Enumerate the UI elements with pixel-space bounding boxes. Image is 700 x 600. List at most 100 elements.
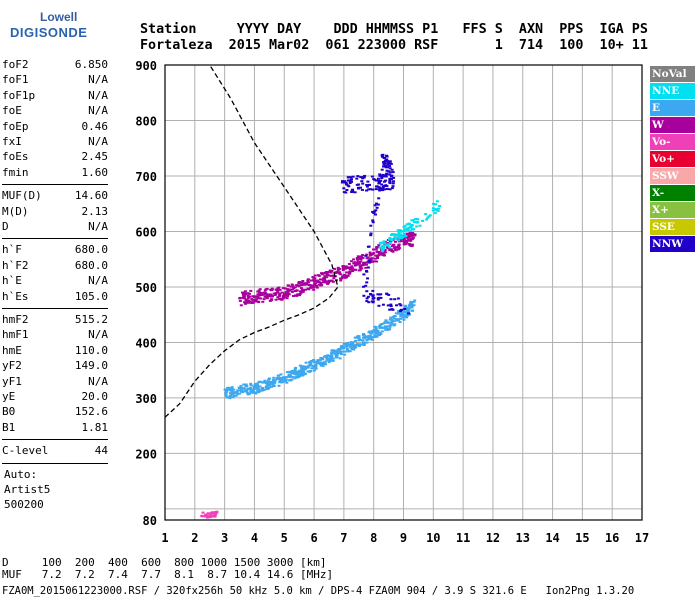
echo-point-e [400, 314, 403, 317]
echo-point-e [401, 316, 405, 319]
echo-point-nnw [383, 188, 387, 191]
echo-point-nnw [376, 177, 380, 180]
echo-point-nne [390, 233, 393, 236]
echo-point-e [225, 396, 229, 399]
echo-point-w [313, 279, 317, 282]
echo-point-e [310, 367, 314, 370]
echo-point-w [299, 287, 303, 290]
echo-point-e [239, 384, 243, 387]
echo-point-e [310, 364, 314, 367]
echo-point-nne [383, 244, 387, 247]
echo-point-w [361, 254, 365, 256]
echo-point-e [337, 351, 341, 354]
echo-point-e [291, 376, 295, 378]
echo-point-e [362, 336, 365, 339]
echo-point-w [325, 276, 329, 279]
echo-point-nnw [383, 165, 387, 168]
echo-point-e [402, 314, 406, 317]
distance-row: D 100 200 400 600 800 1000 1500 3000 [km… [2, 556, 327, 569]
echo-point-w [365, 263, 368, 266]
param-row-g2-0: MUF(D) 14.60 [2, 189, 108, 203]
grid-lines [164, 64, 643, 521]
echo-point-w [257, 290, 261, 293]
echo-point-e [373, 336, 377, 338]
echo-point-e [278, 377, 282, 379]
echo-point-w [288, 288, 291, 291]
echo-point-e [365, 341, 369, 344]
echo-point-nnw [373, 204, 377, 207]
echo-point-nnw [390, 178, 393, 180]
echo-point-e [224, 389, 228, 392]
echo-point-w [361, 264, 365, 266]
echo-point-e [261, 381, 265, 384]
echo-point-e [345, 347, 349, 350]
echo-point-e [346, 344, 350, 347]
echo-point-nnw [388, 182, 392, 185]
echo-point-w [274, 288, 278, 291]
echo-point-nnw [365, 184, 369, 186]
echo-point-e [254, 382, 258, 385]
echo-point-e [300, 367, 304, 370]
echo-point-w [383, 254, 386, 257]
echo-point-nne [397, 230, 401, 233]
echo-point-e [394, 318, 398, 321]
echo-point-w [356, 258, 359, 261]
echo-point-w [287, 284, 290, 287]
echo-point-e [246, 387, 250, 390]
echo-point-e [330, 352, 334, 355]
echo-point-nnw [374, 213, 377, 216]
echo-point-nnw [388, 165, 392, 168]
echo-point-nnw [388, 180, 392, 183]
echo-point-e [271, 379, 275, 381]
echo-point-e [388, 324, 392, 327]
echo-point-e [392, 324, 396, 327]
echo-point-w [404, 243, 408, 245]
echo-point-e [343, 353, 347, 356]
echo-point-w [313, 277, 317, 280]
echo-point-w [323, 275, 327, 278]
param-label: h`F2 [2, 258, 29, 272]
echo-point-e [228, 388, 232, 391]
echo-point-w [343, 267, 347, 270]
echo-point-w [368, 258, 372, 261]
echo-point-e [254, 386, 257, 389]
param-row-g1-1: foF1 N/A [2, 73, 108, 87]
echo-point-e [378, 332, 382, 335]
echo-point-e [394, 312, 398, 315]
param-value: 1.81 [81, 420, 109, 434]
echo-point-nnw [387, 170, 391, 173]
echo-point-e [248, 387, 252, 389]
echo-point-nnw [374, 179, 378, 182]
echo-point-e [313, 366, 317, 369]
echo-point-e [229, 394, 233, 397]
echo-point-e [369, 336, 373, 339]
echo-point-w [325, 271, 328, 273]
echo-point-w [312, 279, 316, 282]
echo-point-nnw [371, 219, 375, 222]
echo-point-w [394, 240, 397, 243]
echo-point-e [264, 385, 268, 388]
echo-point-nne [432, 202, 435, 205]
echo-point-w [369, 259, 373, 262]
echo-point-e [321, 358, 325, 361]
echo-point-w [289, 285, 293, 288]
echo-point-w [301, 290, 305, 293]
echo-point-e [374, 327, 378, 330]
echo-point-w [250, 301, 254, 304]
echo-point-w [246, 292, 250, 295]
echo-point-nnw [389, 303, 393, 306]
echo-point-nnw [392, 180, 395, 183]
param-label: h`E [2, 274, 22, 288]
echo-point-nnw [350, 180, 353, 183]
echo-point-w [243, 290, 247, 293]
echo-point-nnw [342, 187, 346, 190]
echo-point-nne [405, 223, 409, 226]
echo-point-w [329, 274, 333, 277]
y-tick-label: 800 [135, 114, 157, 128]
echo-point-e [310, 360, 314, 362]
echo-point-nnw [345, 183, 348, 186]
echo-point-w [341, 267, 345, 270]
echo-point-nnw [347, 179, 351, 182]
echo-point-e [342, 343, 346, 345]
echo-point-e [245, 385, 249, 387]
